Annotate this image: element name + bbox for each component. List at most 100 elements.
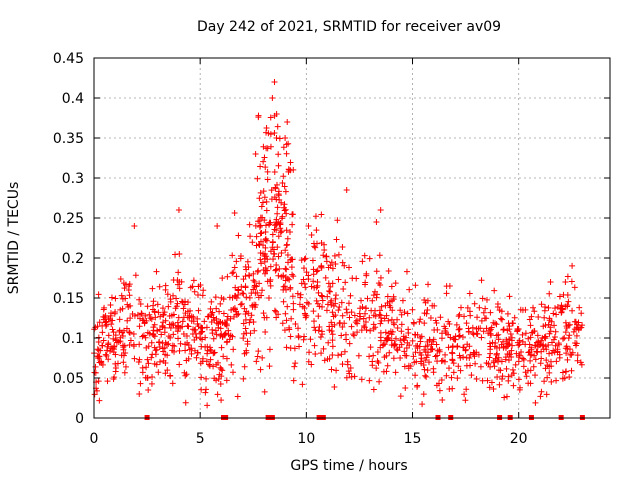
data-point [434, 326, 441, 333]
data-point [244, 340, 251, 347]
data-point [561, 334, 568, 341]
data-point [194, 291, 201, 298]
data-point [359, 304, 366, 311]
data-point [376, 311, 383, 318]
data-point [344, 309, 351, 316]
data-point [318, 292, 325, 299]
data-point [301, 333, 308, 340]
data-point [486, 340, 493, 347]
data-point [472, 360, 479, 367]
data-point [235, 232, 242, 239]
data-point [508, 347, 515, 354]
data-point [223, 322, 230, 329]
data-point [94, 323, 101, 330]
data-point [347, 365, 354, 372]
data-point [376, 252, 383, 259]
data-point [479, 377, 486, 384]
data-point [532, 399, 539, 406]
data-point [116, 316, 123, 323]
data-point [380, 368, 387, 375]
data-point [108, 321, 115, 328]
data-point [471, 300, 478, 307]
data-point [289, 256, 296, 263]
data-point [543, 391, 550, 398]
data-point [506, 336, 513, 343]
data-point [263, 207, 270, 214]
data-point [160, 312, 167, 319]
data-point [266, 363, 273, 370]
data-point [283, 242, 290, 249]
data-point [301, 280, 308, 287]
data-point [526, 341, 533, 348]
data-point [250, 318, 257, 325]
data-point [316, 323, 323, 330]
data-point [361, 252, 368, 259]
data-point [164, 367, 171, 374]
data-point [353, 317, 360, 324]
data-point [206, 361, 212, 368]
data-point [286, 324, 293, 331]
data-point [231, 305, 238, 312]
data-point [97, 347, 104, 354]
data-point [145, 386, 152, 393]
data-point [344, 358, 351, 365]
data-point [151, 309, 158, 316]
data-point [370, 386, 377, 393]
data-point [490, 319, 497, 326]
data-point [563, 350, 570, 357]
data-point [377, 207, 384, 213]
data-point [95, 378, 102, 385]
data-point [462, 347, 469, 354]
data-point [137, 301, 144, 308]
data-point [174, 277, 181, 284]
data-point [318, 262, 325, 269]
data-point [100, 337, 107, 344]
data-point [119, 342, 126, 349]
data-point [102, 351, 109, 358]
data-point [223, 355, 230, 362]
data-point [506, 293, 513, 300]
data-point [546, 350, 553, 357]
data-point [126, 292, 133, 299]
axis-ticks: 0 0.05 0.1 0.15 0.2 0.25 0.3 0.35 0.4 0.45 0 5 10 15 2… [53, 51, 610, 447]
data-point [214, 391, 221, 398]
data-point [256, 195, 263, 202]
data-point [384, 293, 391, 300]
data-point [469, 324, 476, 331]
data-point [353, 275, 360, 282]
data-point [328, 301, 335, 308]
data-point [394, 347, 401, 354]
data-point [159, 305, 166, 312]
data-point [259, 354, 266, 361]
data-point [116, 328, 123, 335]
data-point [449, 344, 456, 351]
data-point [436, 348, 443, 355]
data-point [160, 357, 167, 364]
data-point [329, 265, 336, 272]
data-point [283, 227, 290, 234]
data-point [261, 255, 268, 262]
data-point [190, 277, 197, 284]
data-point [329, 343, 336, 350]
data-point [371, 288, 378, 295]
data-point [356, 310, 363, 317]
data-point [239, 290, 246, 297]
data-point [478, 334, 485, 341]
data-point [240, 335, 247, 342]
data-point [155, 339, 162, 346]
data-point [342, 279, 349, 286]
data-point [311, 342, 318, 349]
data-point [418, 333, 425, 340]
data-point [418, 360, 425, 367]
data-point [514, 339, 521, 346]
data-point [173, 295, 180, 302]
data-point [158, 331, 165, 338]
data-point [287, 284, 294, 291]
data-point [287, 229, 294, 236]
data-point [394, 316, 401, 323]
data-point [302, 255, 309, 262]
data-point [288, 264, 295, 271]
data-point [409, 306, 416, 313]
data-point [311, 318, 318, 325]
data-point [366, 255, 373, 262]
